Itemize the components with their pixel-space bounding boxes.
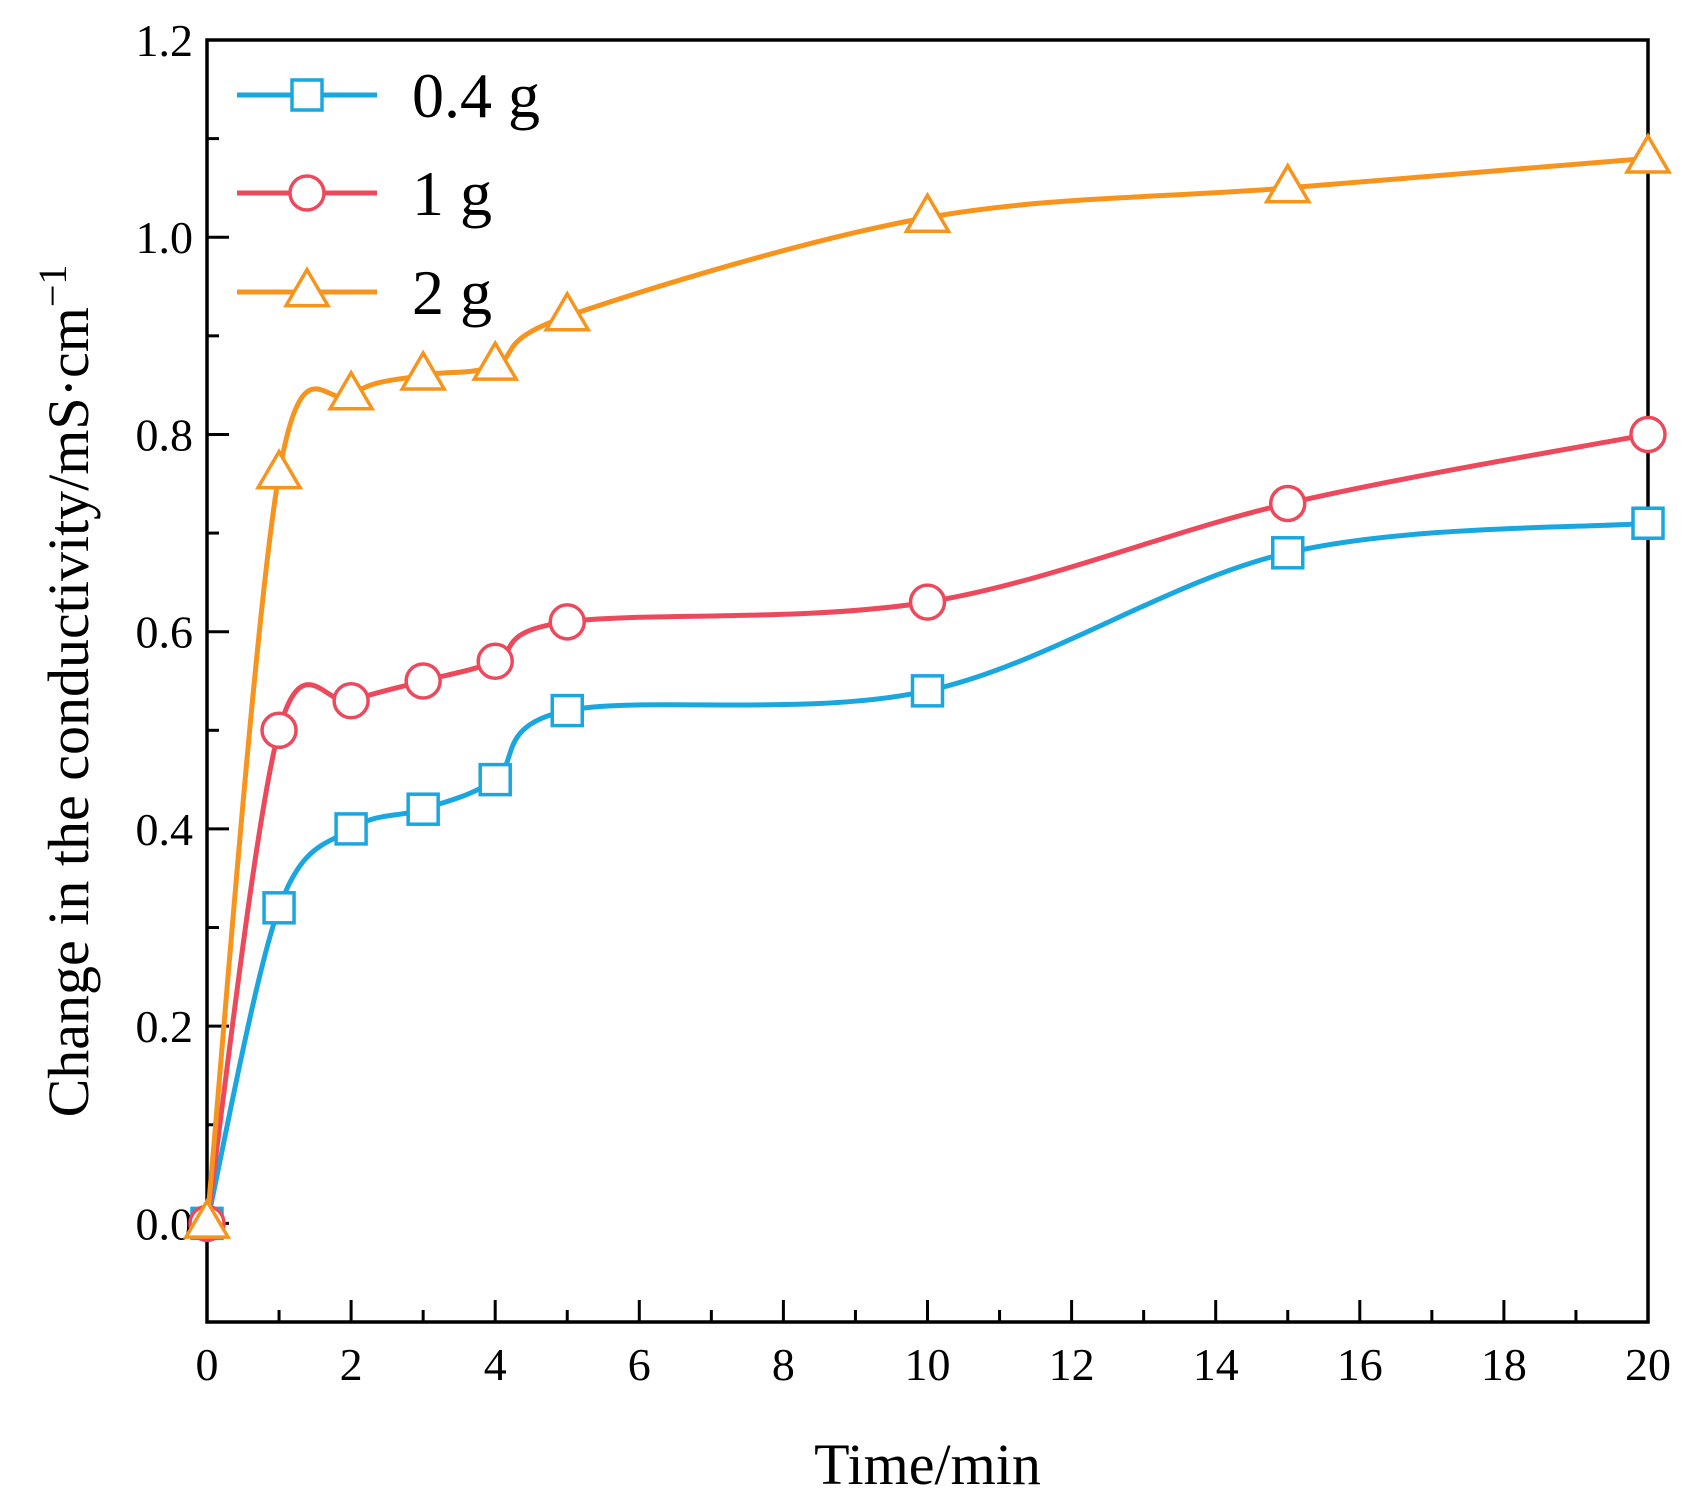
series-line-0p4g [204,520,1649,1224]
data-point-0p4g [478,762,512,797]
x-tick-label: 14 [1193,1339,1239,1390]
data-point-1g [908,583,947,621]
data-point-2g [1623,132,1673,174]
data-point-0p4g [1631,506,1665,540]
data-point-2g [182,1197,232,1239]
data-point-0p4g [334,812,368,846]
data-point-2g [903,191,952,233]
data-point-0p4g [1271,536,1305,570]
data-point-1g [1269,484,1307,523]
x-tick-label: 16 [1337,1339,1383,1390]
y-tick-label: 0.0 [136,1198,194,1249]
axes-layer: 0 2 4 6 8 10 12 14 16 18 20 0.0 0.2 0.4 0.6 0.8 1.0 1.2 [136,15,1672,1390]
data-point-0p4g [910,674,945,708]
data-point-1g [548,603,586,641]
data-point-2g [327,369,376,411]
y-tick-label: 0.8 [136,409,194,460]
y-tick-label: 0.2 [136,1001,194,1052]
x-axis-title: Time/min [814,1432,1041,1497]
legend-marker-0p4g [290,78,324,112]
data-point-2g [255,448,304,490]
legend-label-1g: 1 g [412,158,492,229]
x-tick-label: 6 [628,1339,651,1390]
data-point-1g [1629,415,1667,454]
y-axis-title-superscript: −1 [30,265,75,308]
x-tick-label: 12 [1049,1339,1095,1390]
data-point-1g [476,642,514,681]
legend-marker-2g [282,266,332,308]
x-tick-label: 2 [340,1339,363,1390]
series-layer [182,132,1673,1243]
y-tick-label: 0.4 [136,804,194,855]
legend-label-2g: 2 g [412,257,492,328]
data-point-1g [260,711,298,750]
x-tick-label: 8 [772,1339,795,1390]
y-tick-label: 1.0 [136,212,194,263]
legend-marker-1g [288,174,326,212]
data-point-2g [1263,162,1312,204]
series-line-1g [204,432,1649,1224]
data-point-0p4g [262,891,296,925]
x-tick-label: 20 [1625,1339,1671,1390]
x-tick-label: 0 [196,1339,219,1390]
data-point-2g [399,349,448,391]
data-point-0p4g [550,693,584,728]
x-tick-label: 4 [484,1339,507,1390]
x-tick-label: 18 [1481,1339,1527,1390]
data-point-1g [404,662,442,700]
x-tick-label: 10 [905,1339,951,1390]
y-axis-title: Change in the conductivity/mS·cm−1 [30,265,101,1118]
data-point-1g [332,681,370,720]
data-point-0p4g [406,792,440,826]
y-axis-title-main: Change in the conductivity/mS·cm [36,307,101,1117]
data-point-2g [471,339,520,381]
legend-label-0p4g: 0.4 g [412,60,540,131]
legend: 0.4 g 1 g 2 g [237,60,540,328]
y-tick-label: 0.6 [136,607,194,658]
data-point-2g [543,290,592,332]
series-line-2g [204,155,1649,1224]
y-tick-label: 1.2 [136,15,194,66]
